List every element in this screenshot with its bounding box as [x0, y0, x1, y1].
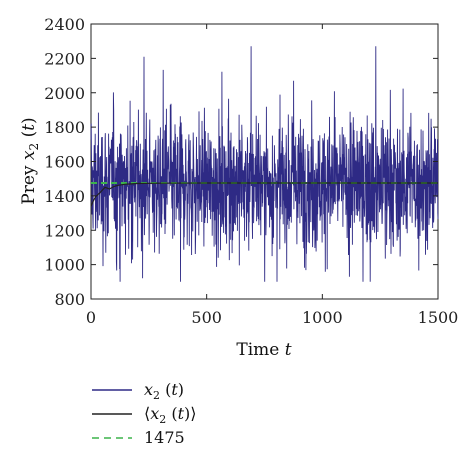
y-tick-label: 1200	[44, 221, 85, 240]
y-tick-label: 1600	[44, 153, 85, 172]
y-tick-label: 2000	[44, 84, 85, 103]
legend-label-mean: ⟨x2 (t)⟩	[144, 404, 197, 426]
y-tick-label: 1000	[44, 256, 85, 275]
y-tick-label: 800	[54, 290, 85, 309]
x-tick-label: 1000	[302, 308, 343, 327]
series-x2-t	[90, 46, 439, 282]
series-mean-x2-t	[90, 182, 438, 207]
x-tick-label: 1500	[418, 308, 459, 327]
y-axis-label: Prey x2 (t)	[19, 117, 41, 204]
x-tick-label: 0	[86, 308, 96, 327]
x-axis-label: Time t	[236, 340, 291, 360]
y-tick-label: 2400	[44, 15, 85, 34]
y-axis-ticks: 800 1000 1200 1400 1600 1800 2000 2200 2400	[44, 15, 438, 309]
series-line-x2-t	[90, 46, 439, 282]
y-tick-label: 1800	[44, 118, 85, 137]
y-tick-label: 2200	[44, 49, 85, 68]
legend: x2 (t) ⟨x2 (t)⟩ 1475	[92, 380, 197, 447]
y-tick-label: 1400	[44, 187, 85, 206]
legend-label-1475: 1475	[144, 428, 185, 447]
legend-label-x2-t: x2 (t)	[144, 380, 184, 402]
x-tick-label: 500	[191, 308, 222, 327]
x-axis-ticks: 0 500 1000 1500	[86, 24, 458, 327]
